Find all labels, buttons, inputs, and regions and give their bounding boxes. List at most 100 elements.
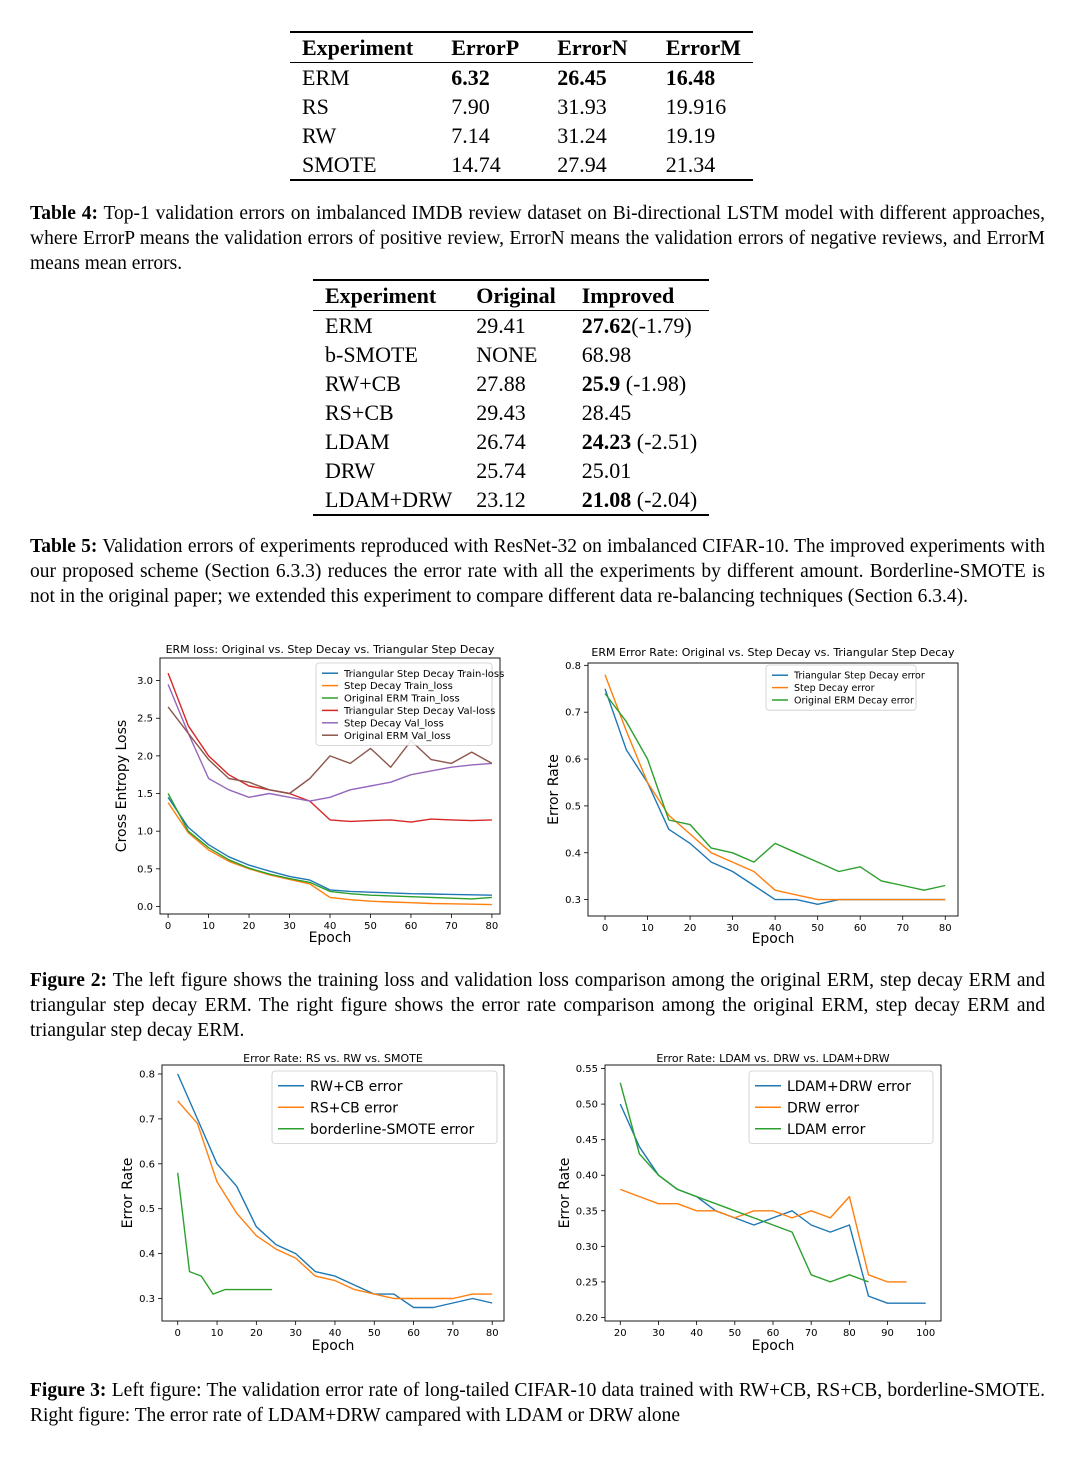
y-tick-label: 0.5 [565, 801, 581, 812]
y-tick-label: 0.5 [139, 1204, 155, 1215]
legend-entry: RS+CB error [310, 1100, 398, 1116]
caption-label: Figure 3: [30, 1380, 107, 1401]
y-tick-label: 0.8 [565, 661, 581, 672]
x-tick-label: 30 [289, 1328, 302, 1339]
y-tick-label: 0.30 [576, 1242, 598, 1253]
table-5-header: Original [476, 283, 556, 308]
legend-box [315, 662, 493, 746]
legend-entry: Original ERM Decay error [794, 695, 914, 706]
table-cell: 27.88 [476, 370, 526, 396]
legend-entry: Triangular Step Decay error [793, 671, 925, 682]
table-cell: 31.24 [557, 122, 607, 148]
improved-delta: (-2.51) [631, 428, 698, 454]
table-row: ERM 6.32 26.45 16.48 [290, 63, 753, 93]
chart-title: Error Rate: LDAM vs. DRW vs. LDAM+DRW [656, 1052, 889, 1065]
y-tick-label: 0.3 [565, 895, 581, 906]
series-line [167, 793, 492, 900]
y-tick-label: 2.5 [137, 714, 153, 725]
x-tick-label: 100 [916, 1328, 935, 1339]
y-tick-label: 0.0 [137, 902, 153, 913]
legend-box [748, 1070, 934, 1144]
y-tick-label: 0.7 [565, 708, 581, 719]
x-tick-label: 0 [165, 921, 171, 932]
x-tick-label: 40 [769, 923, 782, 934]
plot-frame [604, 1064, 942, 1322]
y-axis-label: Cross Entropy Loss [114, 720, 130, 852]
x-axis-label: Epoch [312, 1338, 355, 1354]
improved-delta: (-2.04) [631, 486, 698, 512]
y-tick-label: 0.55 [576, 1064, 598, 1075]
chart-title: ERM loss: Original vs. Step Decay vs. Tr… [166, 643, 495, 656]
x-tick-label: 10 [641, 923, 654, 934]
legend-entry: LDAM+DRW error [787, 1079, 911, 1095]
legend-box [271, 1070, 498, 1144]
y-tick-label: 0.5 [137, 864, 153, 875]
table-cell: 24.23 (-2.51) [570, 427, 709, 456]
table-cell: 21.34 [665, 151, 716, 177]
table-5-caption: Table 5: Validation errors of experiment… [30, 534, 1045, 609]
x-tick-label: 70 [896, 923, 909, 934]
series-line [167, 672, 492, 823]
table-cell: 27.62(-1.79) [570, 311, 709, 341]
table-cell: 14.74 [451, 151, 501, 177]
table-4-header: ErrorN [557, 35, 628, 60]
table-row: SMOTE 14.74 27.94 21.34 [290, 150, 754, 180]
y-tick-label: 0.40 [576, 1171, 598, 1182]
table-cell: 23.12 [476, 486, 526, 512]
legend-entry: Step Decay error [794, 683, 875, 694]
chart-title: Error Rate: RS vs. RW vs. SMOTE [243, 1052, 423, 1065]
y-axis-label: Error Rate [120, 1158, 136, 1229]
y-tick-label: 0.50 [576, 1100, 598, 1111]
table-row: RS+CB 29.43 28.45 [313, 398, 709, 427]
y-axis-label: Error Rate [546, 754, 562, 825]
table-4-header: ErrorM [665, 35, 742, 60]
x-tick-label: 30 [652, 1328, 665, 1339]
improved-value: 27.62 [581, 312, 632, 338]
table-row: RW+CB 27.88 25.9 (-1.98) [313, 369, 709, 398]
legend-entry: Triangular Step Decay Train-loss [343, 669, 504, 680]
x-tick-label: 40 [329, 1328, 342, 1339]
improved-delta: (-1.79) [631, 312, 692, 338]
table-4-header: Experiment [302, 35, 414, 60]
x-tick-label: 80 [486, 1328, 499, 1339]
x-tick-label: 10 [211, 1328, 224, 1339]
series-line [177, 1172, 273, 1295]
table-5-header: Improved [581, 283, 675, 308]
series-line [177, 1073, 493, 1309]
caption-text: Validation errors of experiments reprodu… [30, 536, 1045, 607]
x-tick-label: 30 [726, 923, 739, 934]
improved-value: 68.98 [581, 341, 632, 367]
table-5: Experiment Original Improved ERM 29.41 27.… [313, 279, 710, 516]
series-line [620, 1188, 907, 1283]
table-cell: 16.48 [665, 64, 716, 90]
legend-entry: borderline-SMOTE error [310, 1122, 475, 1138]
y-tick-label: 0.4 [565, 848, 581, 859]
loss-chart: ERM loss: Original vs. Step Decay vs. Tr… [114, 643, 504, 946]
legend-entry: RW+CB error [310, 1079, 403, 1095]
ldam-drw-error-chart: Error Rate: LDAM vs. DRW vs. LDAM+DRW 20 3… [557, 1052, 942, 1354]
improved-value: 25.9 [581, 370, 621, 396]
y-tick-label: 0.25 [576, 1277, 598, 1288]
table-cell: RS [302, 93, 329, 119]
x-tick-label: 60 [854, 923, 867, 934]
x-tick-label: 70 [805, 1328, 818, 1339]
y-tick-label: 0.35 [576, 1206, 598, 1217]
table-row: b-SMOTE NONE 68.98 [313, 340, 709, 369]
y-tick-label: 0.3 [139, 1294, 155, 1305]
table-4-grid: Experiment ErrorP ErrorN ErrorM ERM 6.32 2… [290, 31, 754, 181]
caption-label: Figure 2: [30, 970, 108, 991]
x-tick-label: 50 [364, 921, 377, 932]
x-tick-label: 40 [690, 1328, 703, 1339]
table-cell: 25.74 [476, 457, 526, 483]
series-line [167, 684, 492, 802]
table-cell: 29.43 [476, 399, 526, 425]
y-tick-label: 1.0 [137, 827, 153, 838]
improved-value: 24.23 [581, 428, 632, 454]
x-tick-label: 50 [368, 1328, 381, 1339]
y-tick-label: 0.20 [576, 1313, 598, 1324]
table-cell: 31.93 [557, 93, 607, 119]
series-line [604, 674, 946, 901]
caption-text: Left figure: The validation error rate o… [30, 1380, 1045, 1426]
caption-label: Table 4: [30, 203, 98, 224]
table-4: Experiment ErrorP ErrorN ErrorM ERM 6.32 2… [290, 31, 754, 181]
